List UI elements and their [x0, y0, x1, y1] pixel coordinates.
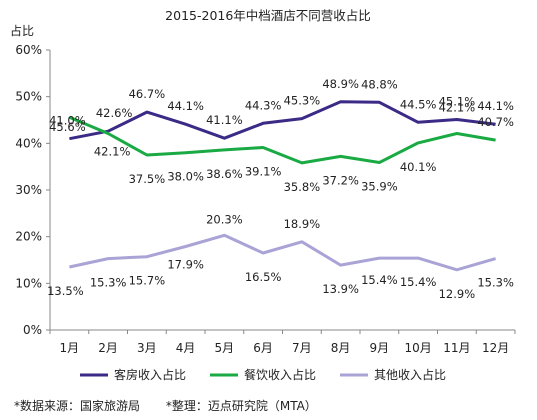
data-label: 15.7% [129, 274, 166, 288]
data-label: 13.5% [47, 284, 84, 298]
data-label: 45.6% [49, 120, 86, 134]
data-label: 48.8% [361, 77, 398, 91]
data-label: 35.8% [284, 180, 321, 194]
x-tick-label: 3月 [137, 341, 157, 355]
data-label: 15.4% [361, 273, 398, 287]
data-label: 15.3% [90, 276, 127, 290]
x-tick-label: 2月 [98, 341, 118, 355]
data-label: 38.0% [167, 170, 204, 184]
data-label: 39.1% [245, 165, 282, 179]
y-tick-label: 10% [15, 276, 42, 290]
data-label: 42.1% [94, 145, 131, 159]
x-tick-label: 4月 [176, 341, 196, 355]
data-label: 45.1% [439, 95, 476, 109]
legend-label-2: 餐饮收入占比 [244, 367, 316, 382]
data-label: 42.6% [96, 106, 133, 120]
data-label: 44.5% [400, 97, 437, 111]
x-tick-label: 6月 [253, 341, 273, 355]
y-tick-label: 20% [15, 230, 42, 244]
x-tick-label: 1月 [60, 341, 80, 355]
legend-label-1: 客房收入占比 [114, 367, 186, 382]
x-tick-label: 12月 [482, 341, 509, 355]
y-axis-label: 占比 [10, 23, 34, 38]
series-line-1 [69, 100, 496, 141]
data-label: 16.5% [245, 270, 282, 284]
x-tick-label: 5月 [215, 341, 235, 355]
data-label: 45.3% [284, 94, 321, 108]
data-label: 41.0% [49, 114, 86, 128]
data-label: 48.9% [322, 77, 359, 91]
data-label: 40.1% [400, 160, 437, 174]
data-label: 44.1% [477, 99, 514, 113]
data-label: 18.9% [284, 217, 321, 231]
data-label: 44.1% [167, 99, 204, 113]
data-label: 15.3% [477, 276, 514, 290]
data-label: 35.9% [361, 179, 398, 193]
data-label: 17.9% [167, 257, 204, 271]
data-label: 13.9% [322, 282, 359, 296]
data-label: 40.7% [477, 115, 514, 129]
chart-footer: *数据来源：国家旅游局 *整理：迈点研究院（MTA） [14, 397, 339, 414]
chart-title: 2015-2016年中档酒店不同营收占比 [165, 8, 371, 23]
y-tick-label: 30% [15, 183, 42, 197]
data-label: 20.3% [206, 212, 243, 226]
y-tick-label: 50% [15, 90, 42, 104]
series-line-2 [68, 115, 496, 165]
data-label: 41.1% [206, 113, 243, 127]
data-label: 44.3% [245, 98, 282, 112]
x-tick-label: 7月 [292, 341, 312, 355]
data-label: 46.7% [129, 87, 166, 101]
x-tick-label: 8月 [331, 341, 351, 355]
data-source-note: *数据来源：国家旅游局 [14, 399, 141, 413]
data-label: 42.1% [439, 101, 476, 115]
data-label: 38.6% [206, 167, 243, 181]
x-tick-label: 11月 [443, 341, 470, 355]
data-label: 12.9% [439, 287, 476, 301]
data-label: 15.4% [400, 275, 437, 289]
y-tick-label: 40% [15, 136, 42, 150]
y-tick-label: 60% [15, 43, 42, 57]
x-tick-label: 10月 [404, 341, 431, 355]
legend-label-3: 其他收入占比 [374, 367, 446, 382]
data-label: 37.5% [129, 172, 166, 186]
data-label: 37.2% [322, 173, 359, 187]
y-tick-label: 0% [23, 323, 42, 337]
x-tick-label: 9月 [370, 341, 390, 355]
compiled-by-note: *整理：迈点研究院（MTA） [165, 399, 317, 413]
series-line-3 [69, 233, 497, 272]
